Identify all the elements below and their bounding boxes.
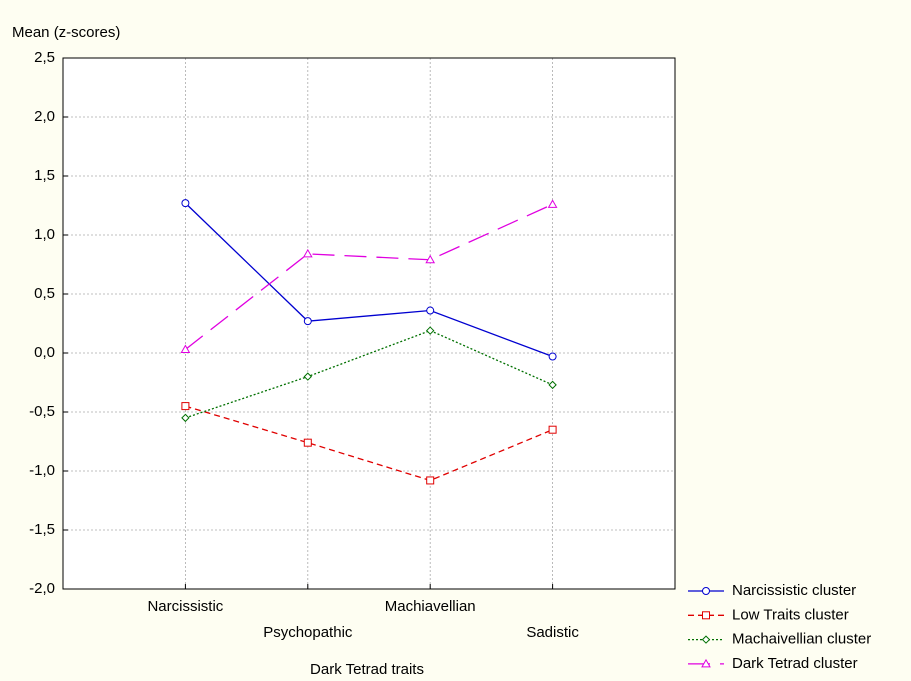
series-line (184, 203, 553, 350)
marker (180, 344, 191, 353)
y-tick-label: -1,0 (29, 462, 55, 479)
marker (547, 199, 558, 208)
x-tick-label: Narcissistic (147, 598, 223, 615)
marker (702, 587, 710, 595)
marker (303, 317, 312, 326)
y-tick-label: -0,5 (29, 403, 55, 420)
marker (426, 306, 435, 315)
marker (181, 402, 190, 411)
marker (302, 248, 313, 258)
y-tick-label: 1,5 (34, 167, 55, 184)
marker (548, 380, 557, 390)
legend-label: Narcissistic cluster (732, 582, 856, 599)
y-tick-label: 0,5 (34, 285, 55, 302)
x-tick-label: Psychopathic (263, 624, 353, 641)
marker (702, 611, 710, 620)
marker (701, 658, 711, 668)
x-tick-label: Sadistic (526, 624, 579, 641)
marker (303, 372, 313, 381)
y-tick-label: -2,0 (29, 580, 55, 597)
marker (425, 326, 435, 335)
y-axis-label: Mean (z-scores) (12, 24, 120, 41)
y-tick-label: 1,0 (34, 226, 55, 243)
marker (181, 413, 190, 423)
y-tick-label: 2,5 (34, 49, 55, 66)
x-tick-label: Machiavellian (385, 598, 476, 615)
plot-area (63, 58, 675, 589)
series-line (185, 405, 553, 482)
y-tick-label: 0,0 (34, 344, 55, 361)
legend-label: Dark Tetrad cluster (732, 655, 858, 672)
marker (303, 438, 312, 447)
y-tick-label: 2,0 (34, 108, 55, 125)
marker (425, 254, 436, 264)
series-line (185, 329, 553, 419)
legend-label: Low Traits cluster (732, 606, 849, 623)
marker (181, 199, 190, 208)
marker (426, 476, 435, 485)
plot-frame (62, 57, 676, 590)
marker (701, 635, 711, 644)
y-tick-label: -1,5 (29, 521, 55, 538)
marker (548, 352, 557, 361)
marker (548, 425, 557, 434)
legend-label: Machaivellian cluster (732, 631, 871, 648)
series-line (184, 202, 553, 358)
x-axis-label: Dark Tetrad traits (310, 661, 424, 678)
